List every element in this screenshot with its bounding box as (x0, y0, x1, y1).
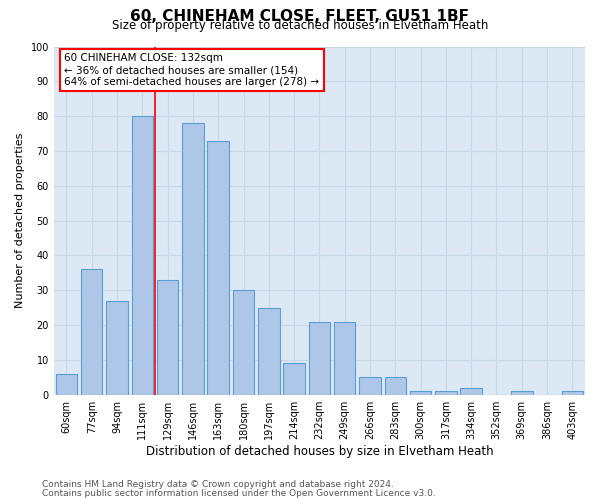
Text: Contains public sector information licensed under the Open Government Licence v3: Contains public sector information licen… (42, 489, 436, 498)
Bar (182, 123, 203, 394)
Bar (511, 391, 533, 394)
Bar (283, 364, 305, 394)
Bar (385, 378, 406, 394)
Bar (359, 378, 381, 394)
Bar (460, 388, 482, 394)
Bar (258, 308, 280, 394)
Bar (233, 290, 254, 395)
Bar (106, 300, 128, 394)
Text: 60, CHINEHAM CLOSE, FLEET, GU51 1BF: 60, CHINEHAM CLOSE, FLEET, GU51 1BF (131, 9, 470, 24)
Y-axis label: Number of detached properties: Number of detached properties (15, 133, 25, 308)
Bar (334, 322, 355, 394)
Text: Size of property relative to detached houses in Elvetham Heath: Size of property relative to detached ho… (112, 19, 488, 32)
Bar (562, 391, 583, 394)
Text: Contains HM Land Registry data © Crown copyright and database right 2024.: Contains HM Land Registry data © Crown c… (42, 480, 394, 489)
X-axis label: Distribution of detached houses by size in Elvetham Heath: Distribution of detached houses by size … (146, 444, 493, 458)
Text: 60 CHINEHAM CLOSE: 132sqm
← 36% of detached houses are smaller (154)
64% of semi: 60 CHINEHAM CLOSE: 132sqm ← 36% of detac… (64, 54, 320, 86)
Bar (81, 270, 103, 394)
Bar (308, 322, 330, 394)
Bar (435, 391, 457, 394)
Bar (208, 140, 229, 394)
Bar (131, 116, 153, 394)
Bar (56, 374, 77, 394)
Bar (157, 280, 178, 394)
Bar (410, 391, 431, 394)
